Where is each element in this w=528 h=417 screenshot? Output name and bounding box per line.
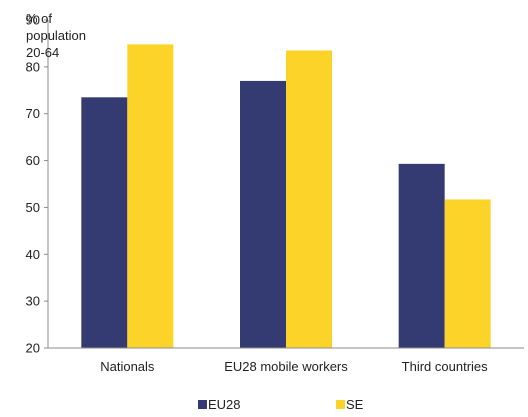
y-tick-label: 90: [26, 13, 40, 28]
y-unit-label-line-3: 20-64: [26, 45, 60, 60]
y-tick-label: 70: [26, 106, 40, 121]
y-unit-label-line-2: population: [26, 28, 86, 43]
bars: [81, 44, 491, 349]
legend-item-se: SE: [336, 397, 363, 412]
x-axis: Nationals EU28 mobile workers Third countr…: [48, 347, 524, 374]
y-tick-label: 30: [26, 294, 40, 309]
y-tick-label: 20: [26, 341, 40, 356]
bar-eu28-2: [240, 80, 286, 349]
legend-swatch-eu28: [198, 400, 207, 409]
y-tick-label: 40: [26, 247, 40, 262]
x-tick-label: EU28 mobile workers: [224, 359, 348, 374]
x-tick-label: Nationals: [100, 359, 155, 374]
y-unit-label-line-1: % of: [26, 11, 53, 26]
bar-se-3: [444, 199, 491, 348]
y-tick-label: 60: [26, 153, 40, 168]
legend-label-eu28: EU28: [208, 397, 241, 412]
y-tick-label: 80: [26, 59, 40, 74]
bar-eu28-1: [81, 97, 128, 348]
legend-label-se: SE: [346, 397, 364, 412]
y-axis: 20 30 40 50 60 70 80 90: [26, 13, 49, 356]
bar-se-2: [286, 50, 332, 348]
bar-eu28-3: [398, 163, 445, 348]
y-tick-label: 50: [26, 200, 40, 215]
y-unit-label: % of population 20-64: [26, 10, 86, 61]
bar-se-1: [127, 44, 174, 348]
legend-item-eu28: EU28: [198, 397, 241, 412]
x-tick-label: Third countries: [402, 359, 488, 374]
legend-swatch-se: [336, 400, 345, 409]
